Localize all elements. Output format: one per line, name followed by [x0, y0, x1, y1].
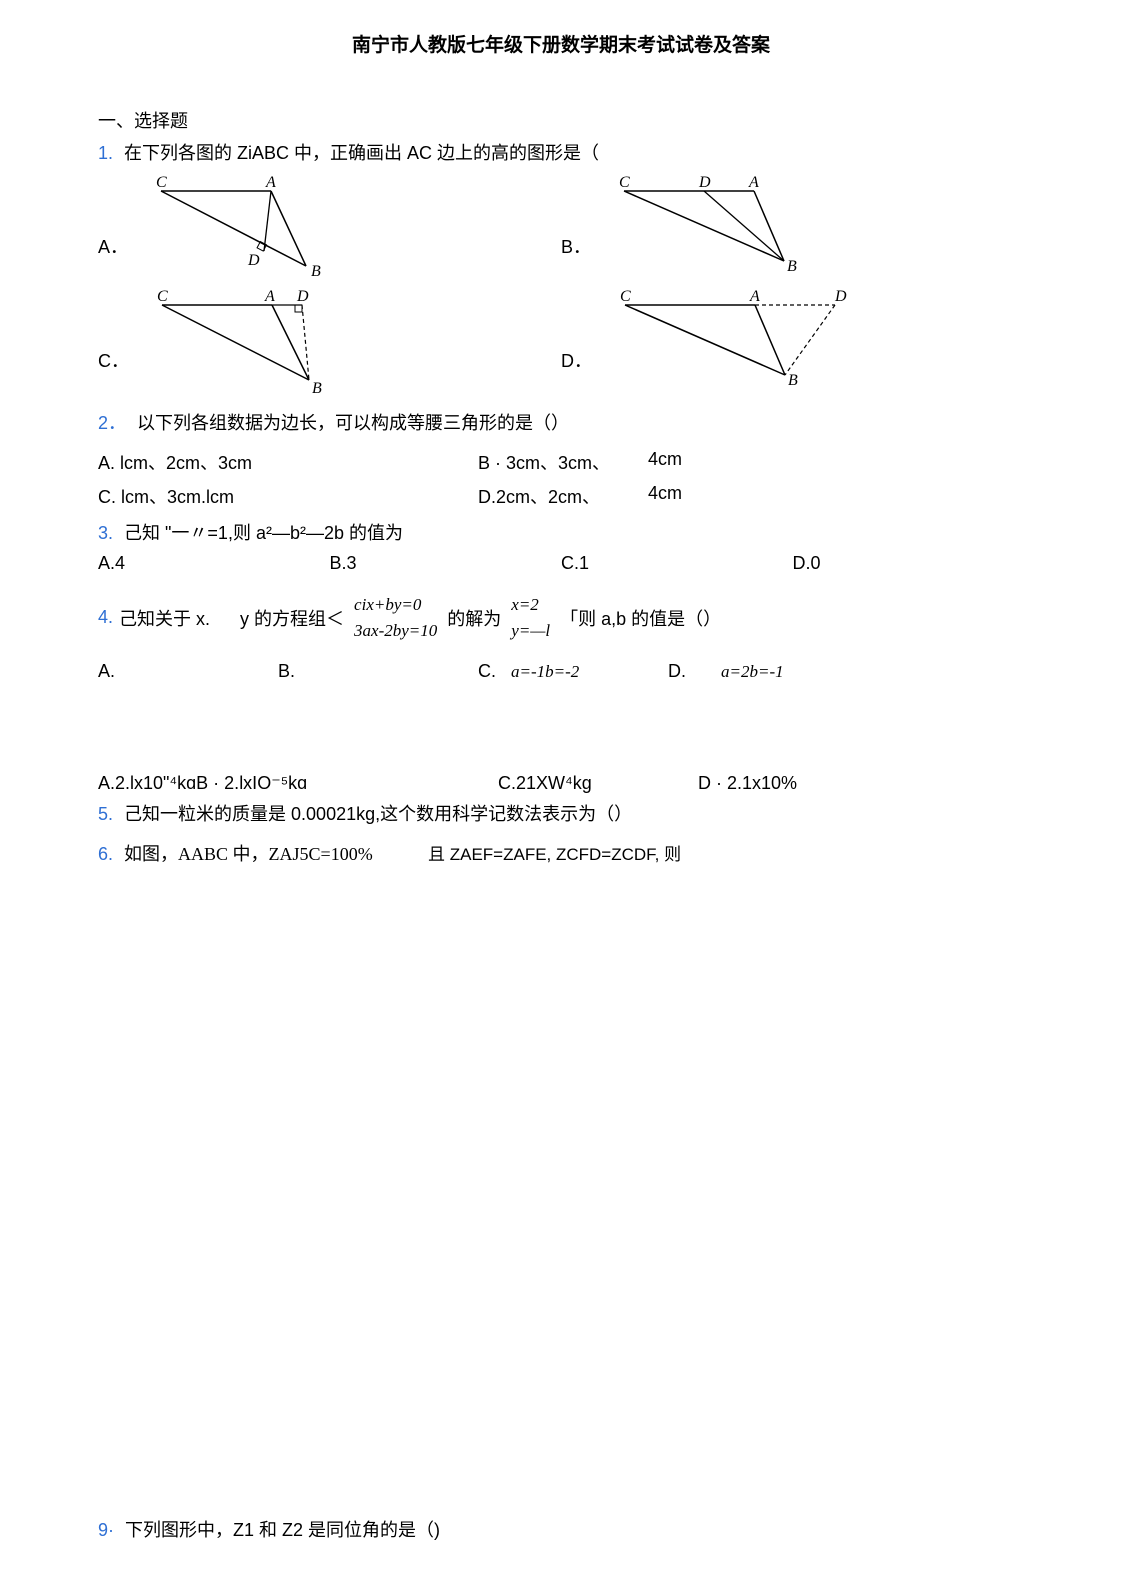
q9-num: 9· [98, 1520, 114, 1540]
svg-text:C: C [157, 288, 168, 305]
question-6: 6. 如图，AABC 中，ZAJ5C=100% 且 ZAEF=ZAFE, ZCF… [98, 840, 1024, 866]
diagram-a: C A D B [136, 171, 336, 281]
q4-b: B. [278, 661, 478, 683]
q4-solution: x=2 y=—l [511, 592, 550, 643]
svg-text:D: D [296, 288, 309, 305]
question-9: 9· 下列图形中，Z1 和 Z2 是同位角的是（) [98, 1516, 440, 1542]
q3-b: B.3 [330, 553, 562, 574]
question-2: 2． 以下列各组数据为边长，可以构成等腰三角形的是（） [98, 409, 1024, 435]
svg-text:B: B [312, 380, 322, 395]
q5-d: D · 2.1x10% [698, 773, 1024, 794]
q2-c: C. lcm、3cm.lcm [98, 483, 478, 509]
q3-a: A.4 [98, 553, 330, 574]
q4-d: D. a=2b=-1 [668, 661, 1024, 683]
q4-d-val: a=2b=-1 [721, 662, 784, 681]
q2-b2: 4cm [648, 449, 1024, 475]
q4-mid1: y 的方程组＜ [240, 605, 344, 631]
question-5: 5. 己知一粒米的质量是 0.00021kg,这个数用科学记数法表示为（） [98, 800, 1024, 826]
q3-opts: A.4 B.3 C.1 D.0 [98, 553, 1024, 574]
section-header: 一、选择题 [98, 107, 1024, 133]
q5-c: C.21XW⁴kg [498, 773, 698, 794]
diagram-d: C A D B [600, 285, 860, 395]
q4-mid3: 「则 a,b 的值是（） [560, 605, 721, 631]
svg-text:B: B [787, 258, 797, 275]
q3-c: C.1 [561, 553, 793, 574]
diagram-row-1: A． C A D B B． C D A B [98, 171, 1024, 281]
opt-d-label: D． [561, 307, 592, 373]
svg-text:B: B [788, 372, 798, 389]
q1-text: 在下列各图的 ZiABC 中，正确画出 AC 边上的高的图形是（ [124, 143, 599, 163]
q4-eq1: cix+by=0 [354, 592, 437, 618]
q4-c: C. a=-1b=-2 [478, 661, 668, 683]
svg-text:A: A [749, 288, 760, 305]
q4-mid2: 的解为 [447, 605, 501, 631]
q2-d: D.2cm、2cm、 [478, 483, 648, 509]
opt-c-label: C． [98, 307, 129, 373]
q1-num: 1. [98, 143, 113, 163]
question-3: 3. 己知 "一〃=1,则 a²—b²—2b 的值为 [98, 519, 1024, 545]
question-1: 1. 在下列各图的 ZiABC 中，正确画出 AC 边上的高的图形是（ [98, 139, 1024, 165]
svg-text:D: D [247, 252, 260, 269]
svg-text:D: D [698, 174, 711, 191]
q6-left: 如图，AABC 中，ZAJ5C=100% [124, 844, 373, 864]
q4-equations: cix+by=0 3ax-2by=10 [354, 592, 437, 643]
q4-a: A. [98, 661, 278, 683]
q4-num: 4. [98, 607, 113, 628]
q2-num: 2． [98, 413, 126, 433]
q5-opts: A.2.lx10"⁴kɑB · 2.lxIO⁻⁵kɑ C.21XW⁴kg D ·… [98, 773, 1024, 794]
q5-a: A.2.lx10"⁴kɑB · 2.lxIO⁻⁵kɑ [98, 773, 498, 794]
svg-text:B: B [311, 263, 321, 280]
svg-text:D: D [834, 288, 847, 305]
q4-sol2: y=—l [511, 618, 550, 644]
q6-right: 且 ZAEF=ZAFE, ZCFD=ZCDF, 则 [428, 840, 1024, 866]
svg-text:C: C [620, 288, 631, 305]
diagram-c: C A D B [137, 285, 347, 395]
question-4: 4. 己知关于 x. y 的方程组＜ cix+by=0 3ax-2by=10 的… [98, 592, 1024, 643]
svg-text:A: A [264, 288, 275, 305]
q2-text: 以下列各组数据为边长，可以构成等腰三角形的是（） [137, 413, 569, 433]
q4-d-label: D. [668, 661, 686, 681]
q4-c-val: a=-1b=-2 [511, 661, 579, 683]
opt-b-label: B． [561, 193, 591, 259]
q2-opts-2: C. lcm、3cm.lcm D.2cm、2cm、 4cm [98, 483, 1024, 509]
q2-b: B · 3cm、3cm、 [478, 449, 648, 475]
q4-c-label: C. [478, 661, 496, 681]
q9-text: 下列图形中，Z1 和 Z2 是同位角的是（) [125, 1520, 440, 1540]
q6-num: 6. [98, 844, 113, 864]
opt-a-label: A． [98, 193, 128, 259]
q2-opts-1: A. lcm、2cm、3cm B · 3cm、3cm、 4cm [98, 449, 1024, 475]
q4-eq2: 3ax-2by=10 [354, 618, 437, 644]
q4-text: 己知关于 x. [119, 605, 210, 631]
q2-d2: 4cm [648, 483, 1024, 509]
svg-text:C: C [619, 174, 630, 191]
q3-num: 3. [98, 523, 113, 543]
page-title: 南宁市人教版七年级下册数学期末考试试卷及答案 [98, 30, 1024, 57]
q4-sol1: x=2 [511, 592, 550, 618]
q2-a: A. lcm、2cm、3cm [98, 449, 478, 475]
svg-text:A: A [265, 174, 276, 191]
q5-num: 5. [98, 804, 113, 824]
diagram-row-2: C． C A D B D． C A D B [98, 285, 1024, 395]
svg-text:C: C [156, 174, 167, 191]
diagram-b: C D A B [599, 171, 819, 281]
q3-text: 己知 "一〃=1,则 a²—b²—2b 的值为 [124, 523, 403, 543]
svg-text:A: A [748, 174, 759, 191]
q5-text: 己知一粒米的质量是 0.00021kg,这个数用科学记数法表示为（） [124, 804, 632, 824]
q4-opts: A. B. C. a=-1b=-2 D. a=2b=-1 [98, 661, 1024, 683]
q3-d: D.0 [793, 553, 1025, 574]
